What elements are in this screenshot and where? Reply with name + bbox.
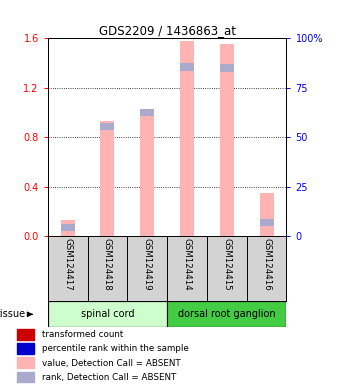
- Bar: [48, 301, 167, 327]
- Bar: [260, 219, 273, 226]
- Text: GSM124419: GSM124419: [143, 238, 152, 291]
- Bar: [17, 372, 34, 382]
- Text: transformed count: transformed count: [42, 330, 123, 339]
- Bar: [167, 301, 286, 327]
- Text: tissue: tissue: [0, 309, 26, 319]
- Bar: [101, 123, 114, 131]
- Bar: [180, 63, 194, 71]
- Bar: [260, 193, 273, 236]
- Bar: [140, 109, 154, 116]
- Bar: [61, 224, 75, 231]
- Bar: [220, 44, 234, 236]
- Text: dorsal root ganglion: dorsal root ganglion: [178, 309, 276, 319]
- Text: percentile rank within the sample: percentile rank within the sample: [42, 344, 189, 353]
- Bar: [17, 329, 34, 340]
- Title: GDS2209 / 1436863_at: GDS2209 / 1436863_at: [99, 24, 236, 37]
- Text: GSM124414: GSM124414: [182, 238, 192, 291]
- Bar: [17, 358, 34, 368]
- Text: value, Detection Call = ABSENT: value, Detection Call = ABSENT: [42, 359, 181, 367]
- Text: rank, Detection Call = ABSENT: rank, Detection Call = ABSENT: [42, 373, 177, 382]
- Bar: [220, 65, 234, 72]
- Bar: [61, 220, 75, 236]
- Text: GSM124416: GSM124416: [262, 238, 271, 291]
- Text: GSM124418: GSM124418: [103, 238, 112, 291]
- Text: spinal cord: spinal cord: [81, 309, 134, 319]
- Bar: [101, 121, 114, 236]
- Bar: [140, 113, 154, 236]
- Bar: [180, 41, 194, 236]
- Text: GSM124415: GSM124415: [222, 238, 231, 291]
- Text: GSM124417: GSM124417: [63, 238, 72, 291]
- Bar: [17, 343, 34, 354]
